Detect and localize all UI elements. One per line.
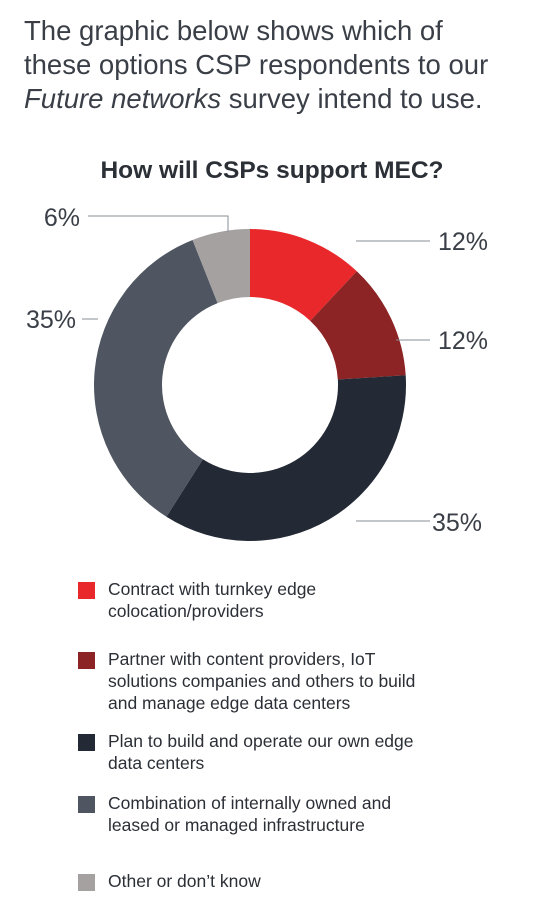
- legend-label-line: Contract with turnkey edge: [108, 579, 317, 599]
- intro-text: The graphic below shows which of these o…: [24, 14, 529, 116]
- legend-item-2: Partner with content providers, IoT solut…: [78, 648, 415, 714]
- legend-swatch-2: [78, 652, 95, 669]
- legend-label-line: solutions companies and others to build: [108, 671, 416, 691]
- donut-slice-5: [192, 229, 250, 304]
- legend-label-line: Combination of internally owned and: [108, 793, 392, 813]
- percent-label-1: 12%: [438, 228, 488, 256]
- legend-swatch-3: [78, 734, 95, 751]
- legend-label-line: leased or managed infrastructure: [108, 815, 365, 835]
- legend-item-5: Other or don’t know: [78, 870, 261, 892]
- legend-label-1: Contract with turnkey edge colocation/pro…: [108, 578, 316, 622]
- legend-label-5: Other or don’t know: [108, 870, 261, 892]
- intro-line-3: Future networks survey intend to use.: [24, 82, 529, 116]
- intro-line-1: The graphic below shows which of: [24, 15, 443, 46]
- leader-line-5: [88, 215, 229, 232]
- percent-label-3: 35%: [432, 509, 482, 537]
- legend-label-line: Other or don’t know: [108, 871, 261, 891]
- legend-label-line: and manage edge data centers: [108, 693, 351, 713]
- legend-label-3: Plan to build and operate our own edge da…: [108, 730, 414, 774]
- legend-swatch-4: [78, 796, 95, 813]
- percent-labels: 12% 12% 35% 35% 6%: [26, 204, 488, 537]
- donut-slice-3: [166, 375, 407, 541]
- legend-label-line: Plan to build and operate our own edge: [108, 731, 414, 751]
- survey-name: Future networks: [24, 83, 222, 114]
- donut-chart: 12% 12% 35% 35% 6%: [26, 204, 488, 541]
- donut-slices: [94, 229, 407, 541]
- legend-swatch-1: [78, 582, 95, 599]
- percent-label-5: 6%: [44, 204, 80, 232]
- legend-swatch-5: [78, 874, 95, 891]
- donut-slice-2: [310, 271, 406, 380]
- legend-label-2: Partner with content providers, IoT solut…: [108, 648, 415, 714]
- percent-label-2: 12%: [438, 327, 488, 355]
- legend-label-4: Combination of internally owned and lease…: [108, 792, 391, 836]
- legend-label-line: Partner with content providers, IoT: [108, 649, 376, 669]
- percent-label-4: 35%: [26, 306, 76, 334]
- donut-slice-1: [250, 229, 357, 321]
- intro-line-3-rest: survey intend to use.: [221, 83, 483, 114]
- legend-item-3: Plan to build and operate our own edge da…: [78, 730, 414, 774]
- legend-item-4: Combination of internally owned and lease…: [78, 792, 391, 836]
- legend-label-line: colocation/providers: [108, 601, 264, 621]
- donut-slice-4: [94, 239, 218, 517]
- legend-label-line: data centers: [108, 753, 205, 773]
- leader-lines: [82, 215, 430, 522]
- intro-line-2: these options CSP respondents to our: [24, 49, 489, 80]
- legend-item-1: Contract with turnkey edge colocation/pro…: [78, 578, 316, 622]
- chart-title: How will CSPs support MEC?: [100, 157, 444, 184]
